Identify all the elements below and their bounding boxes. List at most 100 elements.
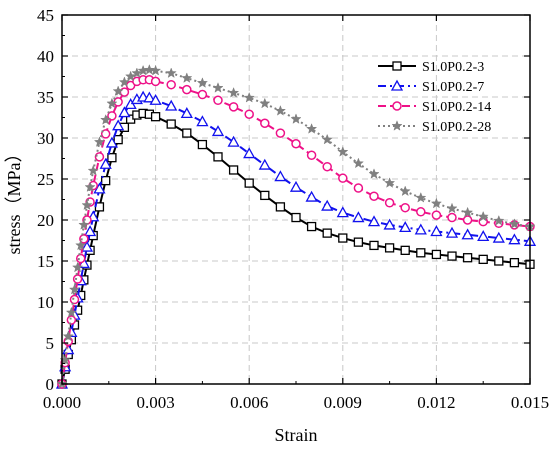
series-line [61,68,531,385]
data-point [150,112,161,122]
data-point [244,178,254,188]
data-point [367,215,381,227]
data-point [446,202,458,214]
data-point [81,199,93,211]
data-point [182,128,192,138]
data-point [493,214,505,226]
x-axis-title: Strain [275,425,318,445]
data-point [166,119,176,129]
data-point [462,253,473,263]
data-point [369,191,379,201]
legend: S1.0P0.2-3 S1.0P0.2-7 S1.0P0.2-14 S1.0P0.2-… [378,60,491,135]
data-point [508,233,521,245]
data-point [182,84,192,95]
data-point [112,85,124,97]
legend-item-2: S1.0P0.2-14 [378,100,491,115]
data-point [368,168,380,179]
data-point [260,190,270,201]
data-point [227,86,240,98]
y-tick-label: 5 [46,334,55,353]
data-point [196,115,209,127]
data-point [290,113,302,124]
data-point [101,175,111,186]
y-tick-label: 45 [37,6,54,25]
data-point [384,198,395,208]
data-point [211,125,225,137]
data-point [62,330,74,342]
data-point [180,107,193,119]
y-tick-label: 0 [46,375,55,394]
data-point [93,136,106,147]
data-point [68,283,81,295]
data-point [477,210,489,222]
data-point [322,228,332,238]
data-point [71,261,84,273]
data-point [431,249,442,260]
x-tick-label: 0.009 [324,393,362,412]
data-point [336,206,349,218]
data-point [445,226,459,238]
data-point [100,114,112,125]
data-point [431,210,442,220]
legend-marker [392,101,402,111]
y-tick-label: 25 [37,170,54,189]
y-tick-label: 40 [37,47,54,66]
legend-label: S1.0P0.2-7 [422,80,484,95]
data-point [337,146,349,157]
data-point [414,223,427,235]
data-point [87,164,99,176]
data-point [416,248,426,258]
data-point [143,64,155,75]
legend-label: S1.0P0.2-14 [422,100,491,115]
data-point [166,79,176,90]
data-point [289,180,303,192]
data-point [416,207,426,217]
legend-marker [392,61,402,71]
data-point [306,221,317,232]
data-point [508,218,521,229]
data-point [197,139,208,150]
data-point [461,228,474,240]
data-point [100,129,111,139]
series-3 [56,64,536,389]
legend-marker [391,120,403,131]
data-point [369,240,379,251]
data-point [149,93,162,105]
data-point [83,225,97,237]
data-point [461,206,474,218]
data-point [338,233,348,243]
data-point [275,128,286,138]
data-point [228,102,239,112]
data-point [399,185,411,197]
data-point [477,230,490,242]
data-point [244,109,254,119]
legend-item-1: S1.0P0.2-7 [378,79,484,95]
data-point [112,119,125,131]
y-axis-title: stress（MPa） [4,144,24,254]
data-point [106,97,118,109]
data-point [75,253,86,264]
data-point [105,136,119,148]
data-point [509,257,520,268]
data-point [322,161,332,172]
data-point [80,240,94,252]
data-point [118,106,131,118]
data-point [415,191,427,203]
data-point [75,239,87,251]
x-tick-label: 0.003 [136,393,174,412]
data-point [430,225,443,237]
data-point [291,138,301,149]
data-point [383,177,396,188]
series-layer [55,64,537,389]
data-point [352,157,365,169]
data-point [384,243,395,253]
data-point [353,183,364,193]
data-point [99,157,112,169]
data-point [399,221,412,233]
data-point [447,251,457,261]
data-point [107,111,117,121]
data-point [243,91,255,103]
legend-item-3: S1.0P0.2-28 [378,120,491,135]
